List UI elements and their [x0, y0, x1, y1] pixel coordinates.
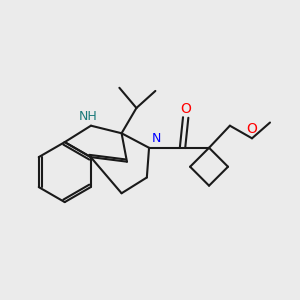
Text: NH: NH	[79, 110, 98, 122]
Text: O: O	[247, 122, 257, 136]
Text: O: O	[180, 102, 191, 116]
Text: N: N	[152, 132, 161, 145]
